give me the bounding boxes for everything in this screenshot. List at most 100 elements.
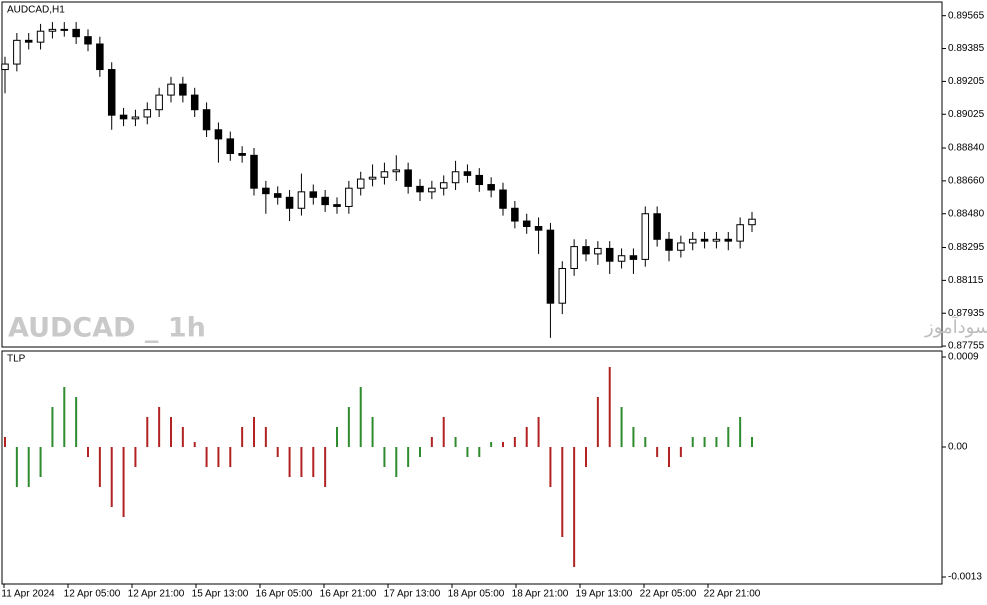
candle-body	[285, 196, 294, 209]
histogram-bar	[395, 447, 398, 477]
histogram-bar	[727, 427, 730, 447]
candle-body	[428, 187, 436, 193]
histogram-bar	[217, 447, 220, 467]
histogram-bar	[383, 447, 386, 467]
candle-body	[72, 28, 80, 38]
histogram-bar	[324, 447, 327, 487]
y-tick-label: 0.88480	[948, 208, 985, 219]
candle-body	[404, 169, 412, 187]
candle-body	[273, 193, 282, 198]
watermark: AUDCAD _ 1h	[8, 313, 206, 344]
histogram-bar	[75, 397, 78, 447]
candle-body	[451, 171, 460, 184]
candle-body	[262, 187, 270, 195]
histogram-bar	[419, 447, 421, 457]
histogram-bar	[241, 427, 244, 447]
histogram-bar	[336, 427, 338, 447]
candle-body	[13, 39, 21, 65]
candle-body	[629, 255, 638, 260]
y-tick-label: 0.89205	[948, 76, 985, 87]
histogram-bar	[264, 427, 267, 447]
x-tick-label: 18 Apr 05:00	[448, 589, 505, 600]
y-tick-label: 0.87755	[948, 341, 985, 352]
candle-body	[321, 196, 329, 206]
histogram-bar	[371, 417, 374, 447]
x-tick-label: 17 Apr 13:00	[384, 589, 441, 600]
chart-title: AUDCAD,H1	[7, 5, 65, 16]
candle-body	[1, 63, 9, 71]
candle-body	[119, 114, 128, 120]
histogram-bar	[466, 447, 469, 457]
candle-body	[392, 169, 401, 173]
y-tick-label: 0.0009	[948, 352, 979, 363]
histogram-bar	[442, 417, 445, 447]
histogram-bar	[181, 427, 184, 447]
candle-body	[439, 182, 448, 189]
y-tick-label: 0.88295	[948, 242, 985, 253]
candle-body	[594, 247, 602, 255]
histogram-bar	[288, 447, 291, 477]
histogram-bar	[478, 447, 481, 457]
candle-body	[558, 268, 567, 304]
candle-body	[96, 43, 104, 71]
histogram-bar	[608, 367, 611, 447]
histogram-bar	[632, 427, 635, 447]
histogram-bar	[98, 447, 101, 487]
candle-body	[463, 171, 472, 176]
histogram-bar	[407, 447, 410, 467]
histogram-bar	[751, 437, 753, 447]
x-tick-label: 16 Apr 05:00	[256, 589, 313, 600]
histogram-bar	[596, 397, 599, 447]
x-tick-label: 12 Apr 21:00	[128, 589, 185, 600]
histogram-bar	[656, 447, 659, 457]
candle-body	[570, 246, 578, 270]
histogram-bar	[573, 447, 576, 567]
histogram-bar	[134, 447, 137, 467]
histogram-bar	[193, 442, 196, 447]
candle-body	[179, 83, 187, 96]
candle-body	[368, 176, 377, 180]
histogram-bar	[668, 447, 670, 467]
candle-body	[522, 220, 531, 228]
price-panel	[1, 1, 943, 348]
watermark: انتشار در سایت سودآموز	[924, 315, 987, 338]
candle-body	[84, 36, 92, 45]
x-tick-label: 22 Apr 21:00	[704, 589, 761, 600]
histogram-bar	[205, 447, 208, 467]
candle-body	[724, 238, 733, 242]
y-tick-label: 0.88660	[948, 176, 985, 187]
y-tick-label: 0.89565	[948, 10, 985, 21]
candle-body	[190, 94, 199, 111]
candle-body	[167, 83, 175, 96]
candle-body	[641, 213, 650, 260]
candle-body	[617, 255, 626, 262]
y-tick-label: 0.00	[948, 442, 968, 453]
histogram-bar	[276, 447, 279, 457]
candle-body	[712, 238, 721, 242]
histogram-bar	[691, 437, 694, 447]
candle-body	[107, 69, 116, 116]
candle-body	[333, 204, 341, 207]
candle-body	[238, 153, 246, 156]
histogram-bar	[300, 447, 303, 477]
histogram-bar	[312, 447, 315, 477]
candle-body	[499, 189, 507, 209]
candle-body	[582, 246, 590, 255]
candle-body	[202, 109, 211, 131]
candle-body	[24, 39, 33, 43]
histogram-bar	[620, 407, 623, 447]
candle-body	[131, 116, 140, 120]
histogram-bar	[229, 447, 232, 467]
candle-body	[665, 238, 673, 251]
candle-body	[143, 109, 152, 118]
candle-body	[380, 171, 389, 178]
candle-body	[487, 184, 495, 191]
candle-body	[677, 242, 685, 251]
histogram-bar	[715, 437, 718, 447]
histogram-bar	[561, 447, 564, 537]
histogram-bar	[87, 447, 89, 457]
candle-body	[511, 207, 519, 222]
histogram-bar	[122, 447, 125, 517]
histogram-bar	[430, 437, 433, 447]
